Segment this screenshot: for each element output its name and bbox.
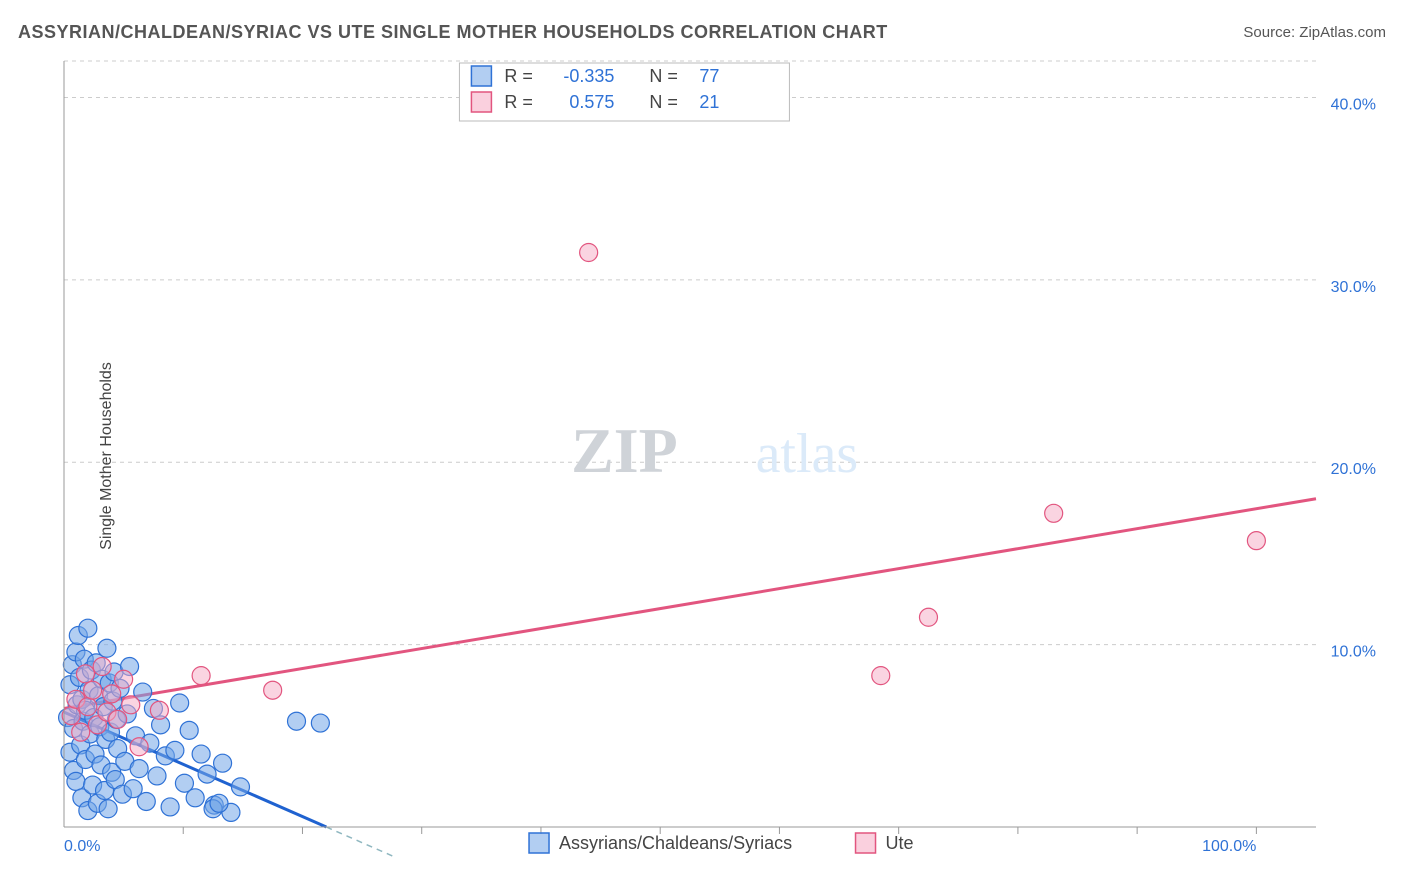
- legend-r-value: -0.335: [563, 66, 614, 86]
- data-point-assyrian: [231, 778, 249, 796]
- data-point-ute: [62, 707, 80, 725]
- x-tick-label: 0.0%: [64, 838, 100, 855]
- data-point-assyrian: [79, 619, 97, 637]
- data-point-ute: [130, 738, 148, 756]
- y-tick-label: 30.0%: [1331, 279, 1376, 296]
- data-point-ute: [122, 696, 140, 714]
- data-point-assyrian: [192, 745, 210, 763]
- data-point-ute: [872, 667, 890, 685]
- data-point-ute: [1247, 532, 1265, 550]
- legend-series-label: Assyrians/Chaldeans/Syriacs: [559, 833, 792, 853]
- legend-swatch: [471, 66, 491, 86]
- source-attribution: Source: ZipAtlas.com: [1243, 24, 1386, 41]
- data-point-ute: [115, 670, 133, 688]
- source-label: Source:: [1243, 24, 1295, 41]
- data-point-assyrian: [67, 772, 85, 790]
- data-point-ute: [192, 667, 210, 685]
- x-tick-label: 100.0%: [1202, 838, 1256, 855]
- data-point-assyrian: [171, 694, 189, 712]
- legend-r-label: R =: [504, 66, 533, 86]
- data-point-ute: [580, 244, 598, 262]
- data-point-assyrian: [214, 754, 232, 772]
- watermark: atlas: [756, 423, 859, 485]
- watermark: ZIP: [571, 415, 678, 486]
- scatter-plot: 10.0% 20.0% 30.0% 40.0% ZIP atlas 0.0% 100.0% R …: [58, 55, 1382, 857]
- data-point-ute: [109, 710, 127, 728]
- chart-container: Single Mother Households 10.0%20.0%30.0%…: [18, 55, 1382, 857]
- trend-line-ute: [64, 499, 1316, 709]
- legend-n-label: N =: [649, 66, 678, 86]
- y-tick-label: 20.0%: [1331, 461, 1376, 478]
- legend-r-label: R =: [504, 92, 533, 112]
- data-point-assyrian: [98, 639, 116, 657]
- legend-n-value: 21: [699, 92, 719, 112]
- data-point-ute: [1045, 504, 1063, 522]
- data-point-ute: [919, 608, 937, 626]
- legend-n-label: N =: [649, 92, 678, 112]
- data-point-assyrian: [311, 714, 329, 732]
- data-point-assyrian: [99, 800, 117, 818]
- data-point-ute: [79, 698, 97, 716]
- trend-line-assyrian-ext: [326, 827, 421, 857]
- chart-title: ASSYRIAN/CHALDEAN/SYRIAC VS UTE SINGLE M…: [18, 22, 888, 43]
- data-point-ute: [84, 681, 102, 699]
- data-point-assyrian: [161, 798, 179, 816]
- y-tick-label: 10.0%: [1331, 644, 1376, 661]
- data-point-assyrian: [130, 760, 148, 778]
- data-point-ute: [264, 681, 282, 699]
- legend-r-value: 0.575: [569, 92, 614, 112]
- data-point-ute: [72, 723, 90, 741]
- legend-swatch: [856, 833, 876, 853]
- data-point-assyrian: [198, 765, 216, 783]
- legend-series-label: Ute: [886, 833, 914, 853]
- data-point-assyrian: [186, 789, 204, 807]
- legend-swatch: [471, 92, 491, 112]
- data-point-assyrian: [148, 767, 166, 785]
- data-point-ute: [93, 658, 111, 676]
- data-point-assyrian: [137, 792, 155, 810]
- data-point-assyrian: [210, 794, 228, 812]
- data-point-assyrian: [180, 721, 198, 739]
- data-point-assyrian: [166, 741, 184, 759]
- data-point-assyrian: [288, 712, 306, 730]
- legend-n-value: 77: [699, 66, 719, 86]
- data-point-ute: [103, 685, 121, 703]
- source-value: ZipAtlas.com: [1299, 24, 1386, 41]
- data-point-ute: [76, 665, 94, 683]
- legend-swatch: [529, 833, 549, 853]
- data-point-ute: [150, 701, 168, 719]
- y-tick-label: 40.0%: [1331, 96, 1376, 113]
